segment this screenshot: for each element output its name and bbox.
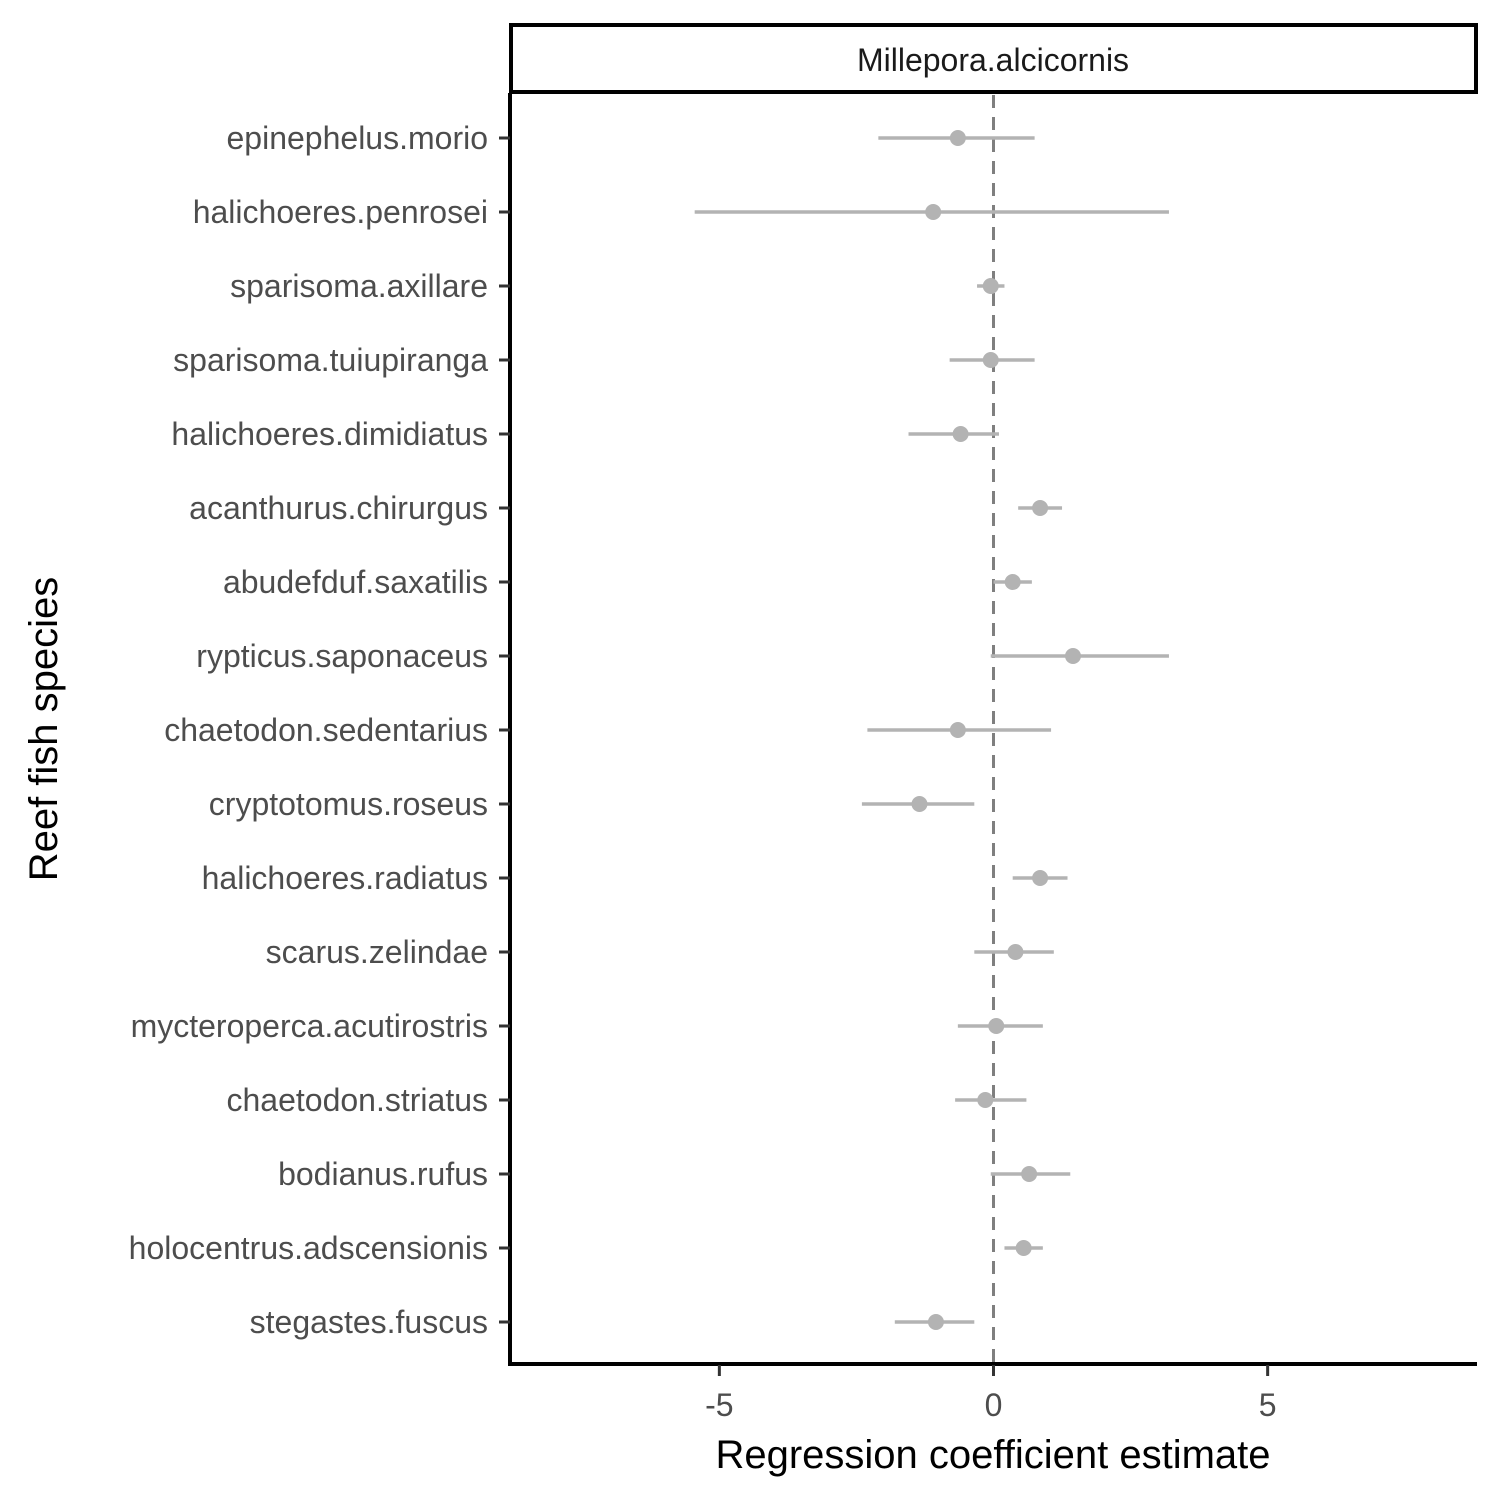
estimate-point [949, 130, 966, 146]
y-tick-label: cryptotomus.roseus [209, 786, 488, 822]
estimate-point [1007, 944, 1024, 960]
plot-marks [694, 95, 1169, 1363]
x-axis-title: Regression coefficient estimate [715, 1433, 1270, 1477]
y-tick-label: scarus.zelindae [266, 934, 488, 970]
y-tick-label: abudefduf.saxatilis [223, 564, 488, 600]
y-tick-label: chaetodon.striatus [227, 1082, 489, 1118]
y-tick-label: holocentrus.adscensionis [129, 1230, 488, 1266]
estimate-point [1015, 1240, 1032, 1256]
estimate-point [977, 1092, 994, 1108]
x-tick-label: 5 [1259, 1387, 1277, 1423]
estimate-point [1032, 870, 1049, 886]
y-tick-label: epinephelus.morio [227, 120, 489, 156]
facet-strip [509, 23, 1478, 94]
y-tick-label: chaetodon.sedentarius [164, 712, 488, 748]
facet-strip-label: Millepora.alcicornis [857, 42, 1129, 78]
x-tick-label: 0 [985, 1387, 1003, 1423]
estimate-point [1065, 648, 1082, 664]
y-tick-label: sparisoma.axillare [230, 268, 488, 304]
y-axis-title: Reef fish species [22, 577, 66, 882]
y-tick-label: halichoeres.penrosei [193, 194, 488, 230]
y-tick-label: sparisoma.tuiupiranga [173, 342, 488, 378]
y-tick-label: halichoeres.dimidiatus [171, 416, 488, 452]
y-tick-label: rypticus.saponaceus [196, 638, 488, 674]
x-tick-label: -5 [705, 1387, 733, 1423]
y-tick-label: acanthurus.chirurgus [189, 490, 488, 526]
y-tick-label: halichoeres.radiatus [202, 860, 488, 896]
estimate-point [1032, 500, 1049, 516]
y-tick-label: mycteroperca.acutirostris [131, 1008, 488, 1044]
axes-ticks: epinephelus.morio halichoeres.penrosei spa… [129, 120, 1277, 1423]
estimate-point [952, 426, 969, 442]
estimate-point [982, 278, 999, 294]
estimate-point [1004, 574, 1021, 590]
estimate-point [982, 352, 999, 368]
estimate-point [911, 796, 928, 812]
estimate-point [988, 1018, 1005, 1034]
estimate-point [925, 204, 942, 220]
y-tick-label: bodianus.rufus [278, 1156, 488, 1192]
estimate-point [927, 1314, 944, 1330]
estimate-point [949, 722, 966, 738]
estimate-point [1021, 1166, 1038, 1182]
y-tick-label: stegastes.fuscus [250, 1304, 488, 1340]
